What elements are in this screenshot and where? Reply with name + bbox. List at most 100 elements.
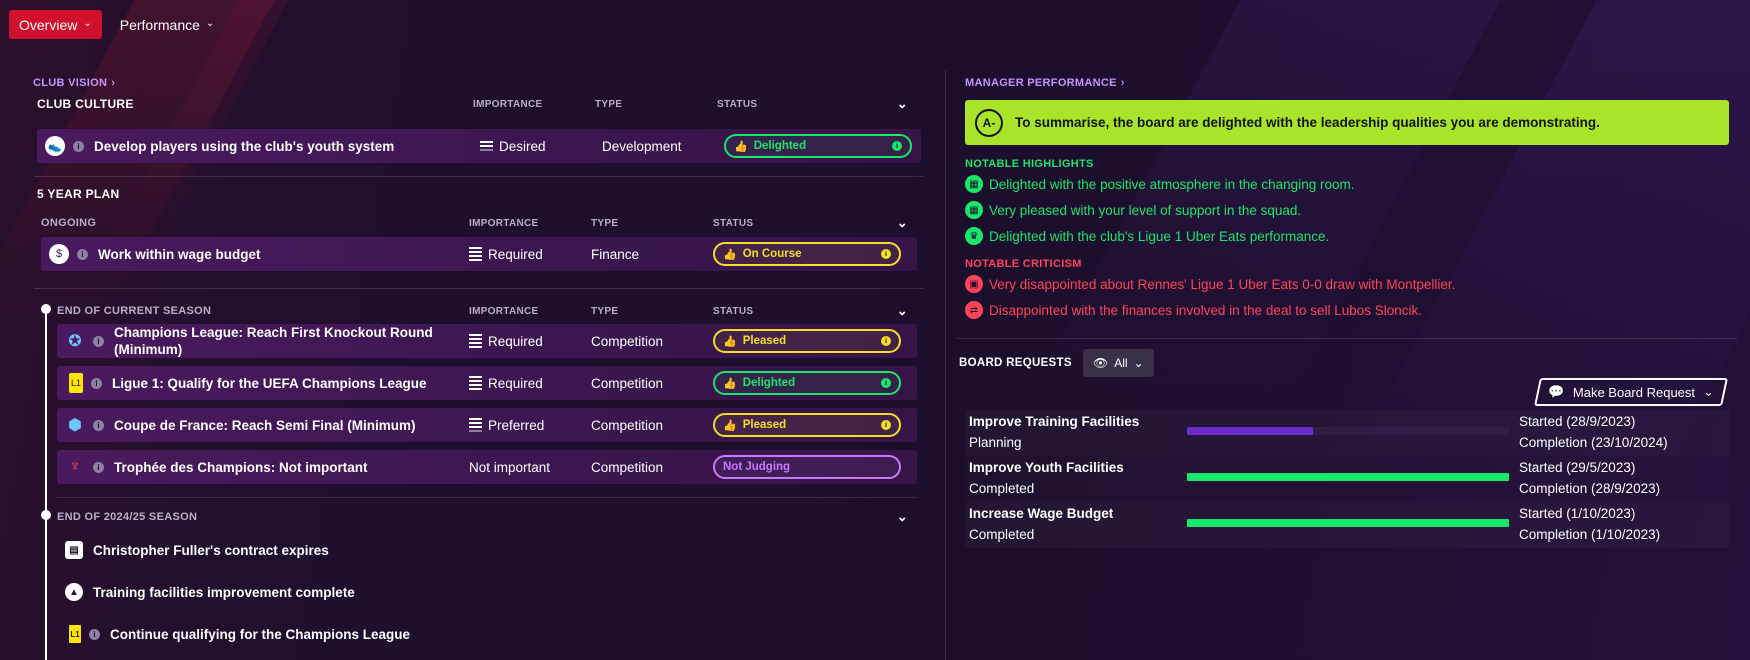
- info-icon[interactable]: i: [77, 248, 88, 260]
- status-pill[interactable]: 👍 Pleased i: [713, 413, 901, 437]
- info-icon[interactable]: i: [881, 336, 891, 346]
- info-icon[interactable]: i: [93, 461, 104, 473]
- info-icon[interactable]: i: [892, 141, 902, 151]
- divider: [57, 497, 917, 498]
- importance-bars-icon: [469, 376, 482, 390]
- importance-label: Required: [488, 246, 543, 262]
- info-icon[interactable]: i: [881, 420, 891, 430]
- ongoing-row[interactable]: $ i Work within wage budget Required Fin…: [41, 237, 917, 271]
- filter-label: All: [1114, 356, 1128, 370]
- chevron-down-icon: ⌄: [205, 18, 215, 29]
- importance-label: Preferred: [488, 417, 545, 433]
- criticism-item: ▣ Very disappointed about Rennes' Ligue …: [965, 275, 1455, 293]
- collapse-chevron-icon[interactable]: ⌄: [896, 96, 908, 111]
- info-icon[interactable]: i: [881, 378, 891, 388]
- highlight-item: ▦ Delighted with the positive atmosphere…: [965, 175, 1354, 193]
- importance-bars-icon: [469, 247, 482, 261]
- summary-text: To summarise, the board are delighted wi…: [1015, 115, 1600, 130]
- squad-icon: ▦: [965, 201, 983, 219]
- highlights-title: NOTABLE HIGHLIGHTS: [965, 158, 1094, 170]
- info-icon[interactable]: i: [881, 249, 891, 259]
- collapse-chevron-icon[interactable]: ⌄: [896, 215, 908, 230]
- ligue1-icon: L1: [69, 625, 81, 643]
- highlight-text: Very pleased with your level of support …: [989, 202, 1302, 218]
- panel-divider: [945, 70, 946, 660]
- info-icon[interactable]: i: [91, 377, 102, 389]
- board-request-row[interactable]: Improve Youth Facilities Completed Start…: [965, 456, 1729, 502]
- type-value: Development: [602, 138, 682, 154]
- club-vision-link-label: CLUB VISION: [33, 77, 108, 89]
- ongoing-header: ONGOING IMPORTANCE TYPE STATUS ⌄: [41, 215, 912, 230]
- match-icon: ▣: [965, 275, 983, 293]
- importance-header: IMPORTANCE: [469, 217, 539, 229]
- status-header: STATUS: [713, 217, 754, 229]
- status-pill[interactable]: 👍 Delighted i: [713, 371, 901, 395]
- status-label: On Course: [742, 248, 802, 260]
- objective-name: Ligue 1: Qualify for the UEFA Champions …: [112, 375, 427, 391]
- importance-value: Required: [469, 376, 543, 391]
- club-vision-link[interactable]: CLUB VISION ›: [33, 77, 115, 89]
- thumbs-up-icon: 👍: [723, 419, 737, 432]
- season-2425-header: END OF 2024/25 SEASON ⌄: [57, 509, 912, 524]
- collapse-chevron-icon[interactable]: ⌄: [896, 509, 908, 524]
- request-progress-bar: [1187, 519, 1509, 527]
- ongoing-title: ONGOING: [41, 217, 97, 229]
- divider: [34, 288, 924, 289]
- criticism-title: NOTABLE CRITICISM: [965, 258, 1082, 270]
- tab-performance[interactable]: Performance ⌄: [110, 10, 225, 39]
- type-header: TYPE: [591, 305, 619, 317]
- status-pill[interactable]: 👍 Pleased i: [713, 329, 901, 353]
- divider: [34, 176, 924, 177]
- objective-name: Work within wage budget: [98, 246, 261, 262]
- status-pill[interactable]: 👍 Delighted i: [724, 134, 912, 158]
- youth-boot-icon: 👟: [45, 136, 65, 156]
- board-requests-filter[interactable]: 👁 All ⌄: [1083, 349, 1154, 377]
- season-objective-row[interactable]: ⬢ i Coupe de France: Reach Semi Final (M…: [57, 408, 917, 442]
- status-pill[interactable]: Not Judging: [713, 455, 901, 479]
- criticism-item: ⇄ Disappointed with the finances involve…: [965, 301, 1422, 319]
- chevron-down-icon: ⌄: [1133, 356, 1144, 370]
- milestone-label: Continue qualifying for the Champions Le…: [110, 626, 411, 642]
- info-icon[interactable]: i: [89, 628, 100, 640]
- type-value: Competition: [591, 375, 664, 391]
- request-started: Started (29/5/2023): [1519, 460, 1636, 475]
- status-header: STATUS: [717, 98, 758, 110]
- info-icon[interactable]: i: [93, 419, 104, 431]
- manager-performance-link-label: MANAGER PERFORMANCE: [965, 77, 1117, 89]
- eye-icon: 👁: [1093, 356, 1109, 370]
- board-request-row[interactable]: Improve Training Facilities Planning Sta…: [965, 410, 1729, 456]
- criticism-text: Disappointed with the finances involved …: [989, 302, 1423, 318]
- chevron-down-icon: ⌄: [83, 18, 92, 29]
- timeline-dot: [41, 304, 51, 314]
- importance-bars-icon: [469, 418, 482, 432]
- request-progress-fill: [1187, 427, 1313, 435]
- club-culture-row[interactable]: 👟 i Develop players using the club's you…: [37, 129, 921, 163]
- current-season-title: END OF CURRENT SEASON: [57, 305, 212, 317]
- collapse-chevron-icon[interactable]: ⌄: [896, 303, 908, 318]
- season-objective-row[interactable]: L1 i Ligue 1: Qualify for the UEFA Champ…: [57, 366, 917, 400]
- request-status: Completed: [969, 527, 1035, 542]
- board-request-row[interactable]: Increase Wage Budget Completed Started (…: [965, 502, 1729, 548]
- season-objective-row[interactable]: ♆ i Trophée des Champions: Not important…: [57, 450, 917, 484]
- importance-bars-icon: [469, 334, 482, 348]
- importance-bars-icon: [480, 141, 493, 151]
- type-value: Competition: [591, 459, 664, 475]
- make-board-request-button[interactable]: 💬 Make Board Request ⌄: [1534, 378, 1728, 406]
- board-requests-title: BOARD REQUESTS: [959, 357, 1072, 369]
- request-name: Increase Wage Budget: [969, 506, 1114, 521]
- tab-overview[interactable]: Overview ⌄: [9, 10, 102, 39]
- info-icon[interactable]: i: [93, 335, 104, 347]
- status-pill[interactable]: 👍 On Course i: [713, 242, 901, 266]
- coupe-de-france-icon: ⬢: [68, 417, 82, 434]
- thumbs-up-icon: 👍: [723, 248, 737, 261]
- season-objective-row[interactable]: ✪ i Champions League: Reach First Knocko…: [57, 324, 917, 358]
- info-icon[interactable]: i: [73, 140, 84, 152]
- importance-value: Required: [469, 334, 543, 349]
- manager-performance-link[interactable]: MANAGER PERFORMANCE ›: [965, 77, 1125, 89]
- status-label: Delighted: [753, 140, 807, 152]
- importance-label: Required: [488, 333, 543, 349]
- timeline-dot: [41, 510, 51, 520]
- training-cone-icon: ▲: [65, 583, 83, 601]
- five-year-plan-title: 5 YEAR PLAN: [37, 187, 120, 201]
- highlight-item: ♛ Delighted with the club's Ligue 1 Uber…: [965, 227, 1329, 245]
